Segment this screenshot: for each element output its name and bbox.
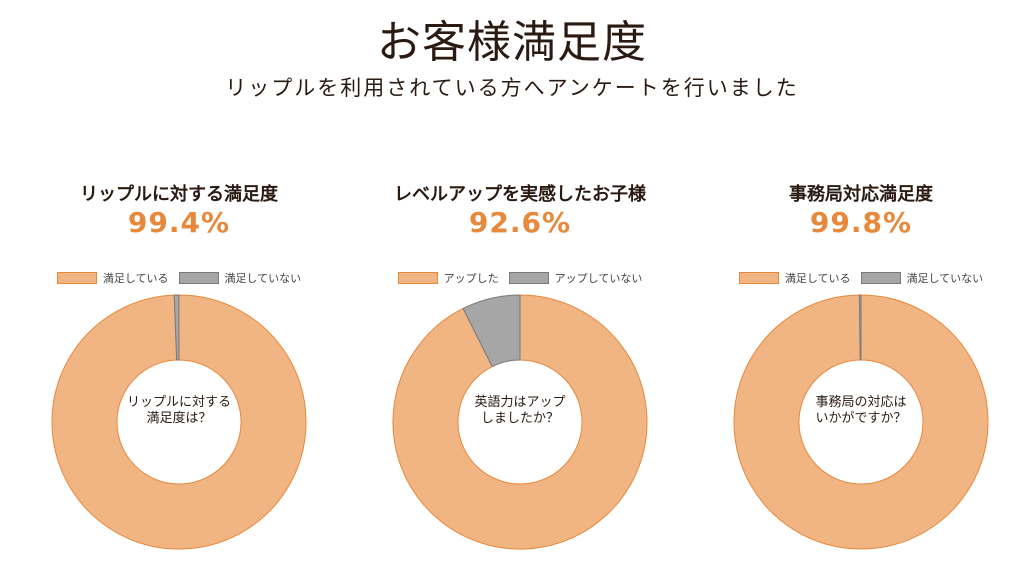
donut-center-line-1: 事務局の対応は	[815, 395, 907, 410]
page-title: お客様満足度	[377, 17, 647, 68]
chart-panel-level-up: レベルアップを実感したお子様 92.6% アップした アップしていない 英語力は…	[365, 180, 675, 560]
legend-swatch-negative	[178, 272, 219, 284]
legend-swatch-positive	[738, 272, 779, 284]
legend-item-negative[interactable]: アップしていない	[508, 270, 643, 286]
chart-panel-ripple-satisfaction: リップルに対する満足度 99.4% 満足している 満足していない リップルに対す…	[24, 180, 334, 560]
donut-center-line-2: いかがですか？	[815, 411, 907, 426]
donut-slice-positive[interactable]	[392, 294, 648, 550]
headline-percent: 99.4%	[127, 206, 231, 239]
legend: 満足している 満足していない	[706, 270, 1016, 286]
legend-item-negative[interactable]: 満足していない	[860, 270, 984, 286]
legend-label-positive: 満足している	[784, 272, 851, 285]
donut-slice-negative[interactable]	[173, 294, 180, 361]
legend-item-positive[interactable]: アップした	[397, 270, 499, 286]
donut-center-line-2: 満足度は？	[146, 411, 212, 426]
legend-swatch-negative	[508, 272, 549, 284]
legend-swatch-positive	[56, 272, 97, 284]
legend-label-negative: 満足していない	[224, 272, 302, 285]
donut-center-line-2: しましたか？	[480, 411, 559, 426]
chart-panel-office-satisfaction: 事務局対応満足度 99.8% 満足している 満足していない 事務局の対応は いか…	[706, 180, 1016, 560]
chart-title: レベルアップを実感したお子様	[394, 184, 646, 205]
legend-label-negative: アップしていない	[554, 272, 643, 285]
page-subtitle: リップルを利用されている方へアンケートを行いました	[225, 76, 799, 100]
headline-percent: 99.8%	[809, 206, 913, 239]
legend-swatch-positive	[397, 272, 438, 284]
donut-center-label: リップルに対する 満足度は？	[119, 395, 239, 427]
legend: 満足している 満足していない	[24, 270, 334, 286]
donut-center-line-1: 英語力はアップ	[474, 395, 566, 410]
donut-center-label: 事務局の対応は いかがですか？	[801, 395, 921, 427]
legend-label-positive: 満足している	[102, 272, 169, 285]
donut-chart	[733, 294, 989, 550]
donut-center-label: 英語力はアップ しましたか？	[460, 395, 580, 427]
donut-chart	[392, 294, 648, 550]
headline-percent: 92.6%	[468, 206, 572, 239]
chart-title: リップルに対する満足度	[80, 184, 278, 205]
legend-item-negative[interactable]: 満足していない	[178, 270, 302, 286]
legend-label-negative: 満足していない	[906, 272, 984, 285]
donut-chart	[51, 294, 307, 550]
legend-item-positive[interactable]: 満足している	[56, 270, 169, 286]
chart-title: 事務局対応満足度	[789, 184, 933, 205]
donut-slice-negative[interactable]	[462, 294, 521, 368]
legend-item-positive[interactable]: 満足している	[738, 270, 851, 286]
donut-slice-positive[interactable]	[51, 294, 307, 550]
donut-center-line-1: リップルに対する	[126, 395, 231, 410]
legend-swatch-negative	[860, 272, 901, 284]
legend-label-positive: アップした	[443, 272, 499, 285]
donut-slice-negative[interactable]	[858, 294, 862, 361]
donut-slice-positive[interactable]	[733, 294, 989, 550]
legend: アップした アップしていない	[365, 270, 675, 286]
